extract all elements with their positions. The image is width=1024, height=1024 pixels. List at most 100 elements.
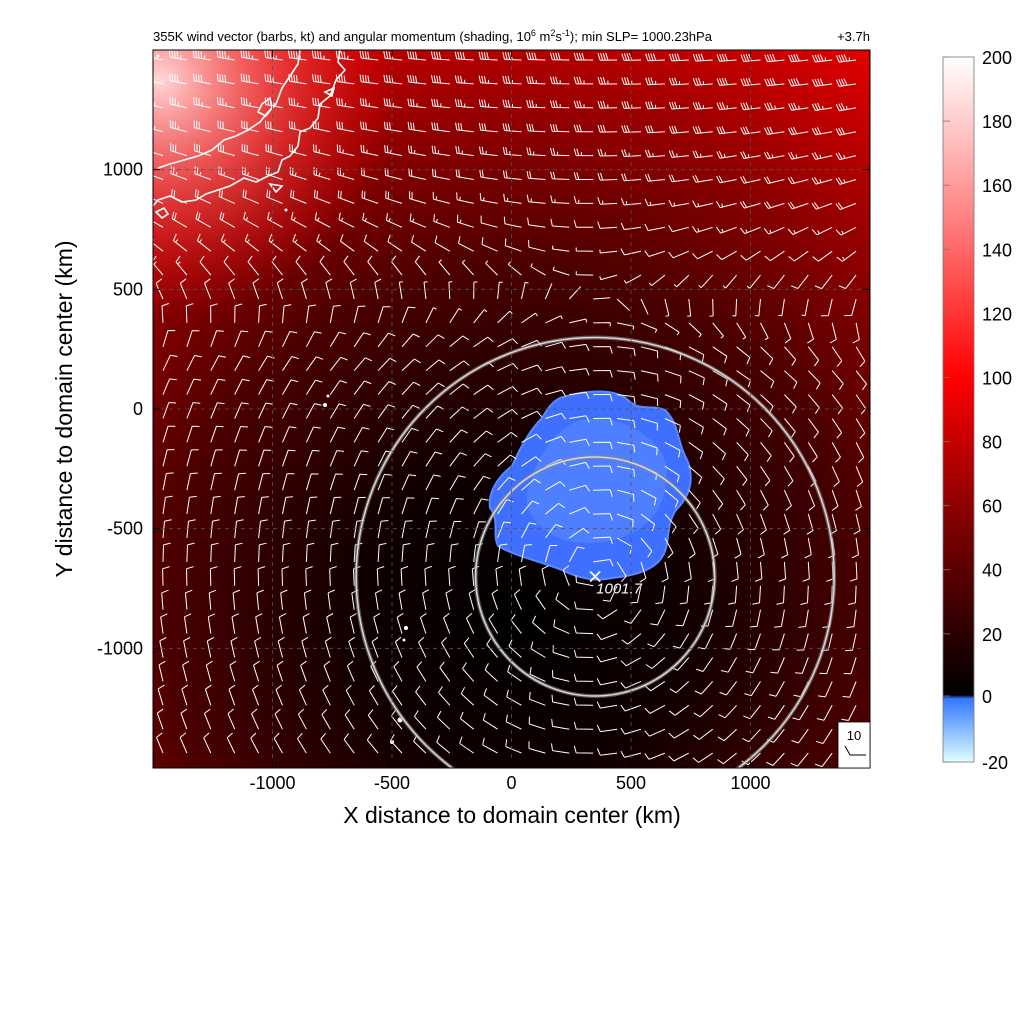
wind-barb (218, 189, 235, 204)
wind-barb (316, 234, 331, 252)
wind-barb (507, 664, 522, 682)
wind-barb (620, 727, 642, 735)
wind-barb (569, 343, 590, 352)
wind-barb (593, 417, 613, 426)
chart-title: 355K wind vector (barbs, kt) and angular… (153, 28, 713, 44)
wind-barb (573, 673, 594, 682)
x-tick-label: -500 (374, 773, 410, 793)
wind-barb (478, 75, 498, 85)
wind-barb (722, 274, 737, 289)
wind-barb (640, 537, 653, 558)
wind-barb (305, 473, 319, 491)
wind-barb (526, 99, 546, 109)
wind-barb (620, 198, 642, 206)
wind-barb (573, 124, 594, 133)
wind-barb (210, 449, 223, 467)
wind-barb (301, 278, 308, 300)
wind-barb (377, 332, 396, 348)
wind-barb (280, 589, 288, 610)
negative-momentum-core (526, 418, 667, 544)
wind-barb (596, 609, 618, 620)
colorbar-tick-label: -20 (982, 753, 1008, 773)
wind-barb (258, 496, 269, 515)
wind-barb (461, 259, 475, 276)
wind-barb (312, 97, 331, 109)
wind-barb (648, 274, 666, 286)
wind-barb (521, 433, 542, 443)
wind-barb (503, 216, 522, 228)
wind-barb (431, 122, 450, 133)
wind-barb (831, 442, 841, 463)
wind-barb (228, 684, 236, 706)
colorbar-tick-label: 80 (982, 433, 1002, 453)
wind-barb (276, 660, 284, 682)
wind-barb (673, 274, 690, 288)
wind-barb (282, 519, 292, 539)
wind-barb (831, 418, 843, 439)
wind-barb (407, 145, 426, 157)
wind-barb (282, 542, 291, 562)
wind-barb (783, 513, 791, 535)
wind-barb (668, 125, 689, 134)
wind-barb (186, 425, 200, 443)
x-tick-label: 0 (506, 773, 516, 793)
wind-barb (305, 403, 322, 419)
wind-barb (644, 149, 665, 158)
wind-barb (329, 426, 346, 443)
wind-barb (462, 662, 475, 682)
wind-barb (712, 465, 725, 486)
wind-barb (545, 436, 567, 443)
wind-barb (787, 151, 809, 160)
wind-barb (736, 322, 747, 340)
wind-barb (664, 418, 681, 433)
wind-barb (390, 734, 403, 754)
wind-barb (353, 332, 371, 348)
wind-barb (479, 192, 498, 204)
wind-barb (170, 143, 188, 157)
wind-barb (788, 250, 809, 262)
wind-barb (210, 542, 219, 562)
wind-barb (288, 120, 307, 133)
wind-barb (425, 520, 437, 539)
wind-barb (305, 304, 316, 323)
wind-barb (672, 633, 690, 649)
wind-barb (234, 330, 249, 347)
wind-barb (454, 51, 474, 61)
colorbar-tick-label: 100 (982, 368, 1012, 388)
wind-barb (815, 752, 833, 768)
wind-barb (349, 613, 357, 634)
wind-barb (760, 418, 773, 438)
wind-barb (179, 278, 188, 300)
wind-barb (303, 589, 312, 610)
wind-barb (186, 472, 198, 491)
wind-barb (573, 625, 594, 635)
wind-barb (281, 566, 290, 586)
wind-barb (532, 615, 546, 634)
wind-barb (796, 633, 809, 651)
wind-barb (422, 589, 430, 610)
wind-barb (277, 636, 285, 658)
wind-barb (502, 75, 522, 85)
wind-barb (819, 657, 833, 675)
wind-barb (234, 303, 243, 323)
wind-barb (740, 77, 761, 87)
wind-barb (258, 402, 274, 419)
wind-barb (715, 226, 737, 234)
wind-barb (386, 213, 403, 228)
wind-barb (157, 684, 165, 706)
wind-barb (297, 708, 307, 730)
wind-barb (621, 633, 642, 645)
wind-barb (497, 409, 518, 419)
wind-barb (812, 250, 833, 262)
wind-barb (550, 124, 570, 133)
wind-barb (716, 102, 737, 111)
wind-barb (288, 73, 307, 85)
wind-barb (555, 592, 570, 611)
wind-barb (468, 589, 476, 610)
wind-barb (210, 425, 224, 443)
wind-barb (597, 221, 618, 229)
wind-barb (193, 96, 211, 109)
wind-barb (616, 513, 634, 528)
wind-barb (449, 308, 462, 324)
wind-barb (305, 542, 315, 562)
